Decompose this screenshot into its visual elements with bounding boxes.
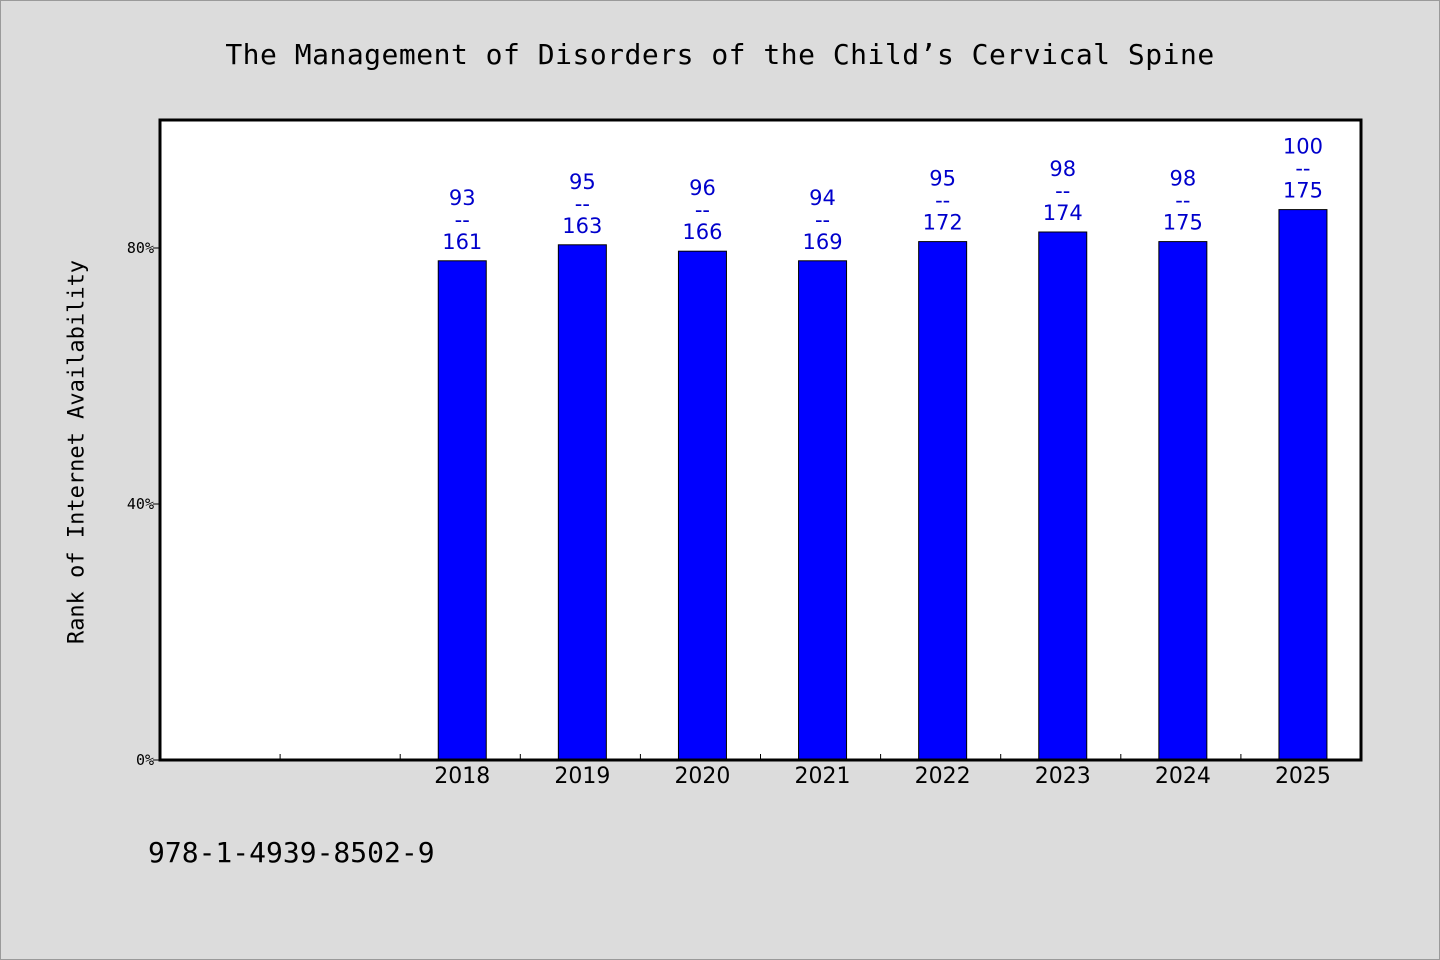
bar-value-label: 95 --172 xyxy=(923,167,963,235)
bar-value-label: 96 --166 xyxy=(682,176,722,244)
bar xyxy=(798,260,848,761)
bar xyxy=(1038,231,1088,761)
plot-border xyxy=(158,118,1363,762)
y-tick-label: 80% xyxy=(127,239,154,257)
bar-value-label: 94 --169 xyxy=(803,186,843,254)
x-tick-label: 2023 xyxy=(1035,764,1091,789)
bar-value-label: 93 --161 xyxy=(442,186,482,254)
x-tick-label: 2022 xyxy=(915,764,971,789)
bar xyxy=(1278,209,1328,761)
y-tick-label: 40% xyxy=(127,495,154,513)
y-tick-label: 0% xyxy=(136,751,154,769)
x-tick-label: 2019 xyxy=(554,764,610,789)
bar-value-label: 100 --175 xyxy=(1283,135,1323,203)
x-tick-label: 2020 xyxy=(674,764,730,789)
x-tick-label: 2024 xyxy=(1155,764,1211,789)
isbn-text: 978-1-4939-8502-9 xyxy=(148,836,435,869)
bar-value-label: 98 --175 xyxy=(1163,167,1203,235)
bar-value-label: 98 --174 xyxy=(1043,157,1083,225)
bar xyxy=(918,241,968,761)
chart-title: The Management of Disorders of the Child… xyxy=(225,38,1215,71)
bar xyxy=(1158,241,1208,761)
x-tick-label: 2025 xyxy=(1275,764,1331,789)
bar xyxy=(557,244,607,761)
bar xyxy=(677,250,727,761)
x-tick-label: 2018 xyxy=(434,764,490,789)
x-tick-label: 2021 xyxy=(795,764,851,789)
bar-value-label: 95 --163 xyxy=(562,170,602,238)
bar xyxy=(437,260,487,761)
